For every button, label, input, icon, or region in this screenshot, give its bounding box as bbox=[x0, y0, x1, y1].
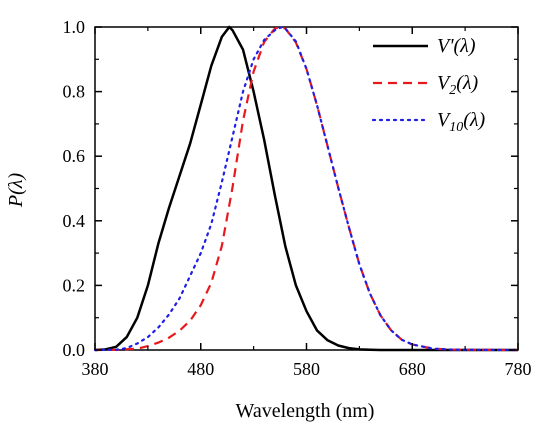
legend-label-2: V2(λ) bbox=[437, 72, 479, 98]
y-tick-label: 0.8 bbox=[63, 82, 86, 102]
plot-frame bbox=[94, 26, 519, 351]
x-tick-label: 380 bbox=[82, 359, 109, 379]
legend-label-3: V10(λ) bbox=[437, 109, 486, 135]
y-tick-label: 0.6 bbox=[63, 146, 86, 166]
y-tick-label: 0.0 bbox=[63, 340, 86, 360]
x-tick-label: 680 bbox=[399, 359, 426, 379]
legend: V'(λ) V2(λ) V10(λ) bbox=[371, 35, 486, 135]
series-line-3 bbox=[93, 25, 520, 352]
y-axis-label: P(λ) bbox=[5, 173, 27, 209]
series-line-1 bbox=[94, 25, 518, 352]
y-tick-label: 1.0 bbox=[63, 17, 86, 37]
x-tick-label: 780 bbox=[505, 359, 532, 379]
axis-layer: 380 480 580 680 780 0.0 0.2 0.4 0.6 0.8 1.0 bbox=[63, 17, 532, 379]
x-tick-label: 480 bbox=[187, 359, 214, 379]
plot-area bbox=[94, 26, 519, 351]
y-tick-label: 0.4 bbox=[63, 211, 86, 231]
legend-label-1: V'(λ) bbox=[437, 35, 476, 57]
x-tick-label: 580 bbox=[293, 359, 320, 379]
x-axis-label: Wavelength (nm) bbox=[236, 400, 375, 422]
series-line-2 bbox=[94, 25, 519, 352]
y-tick-label: 0.2 bbox=[63, 275, 86, 295]
series-layer bbox=[93, 25, 520, 352]
